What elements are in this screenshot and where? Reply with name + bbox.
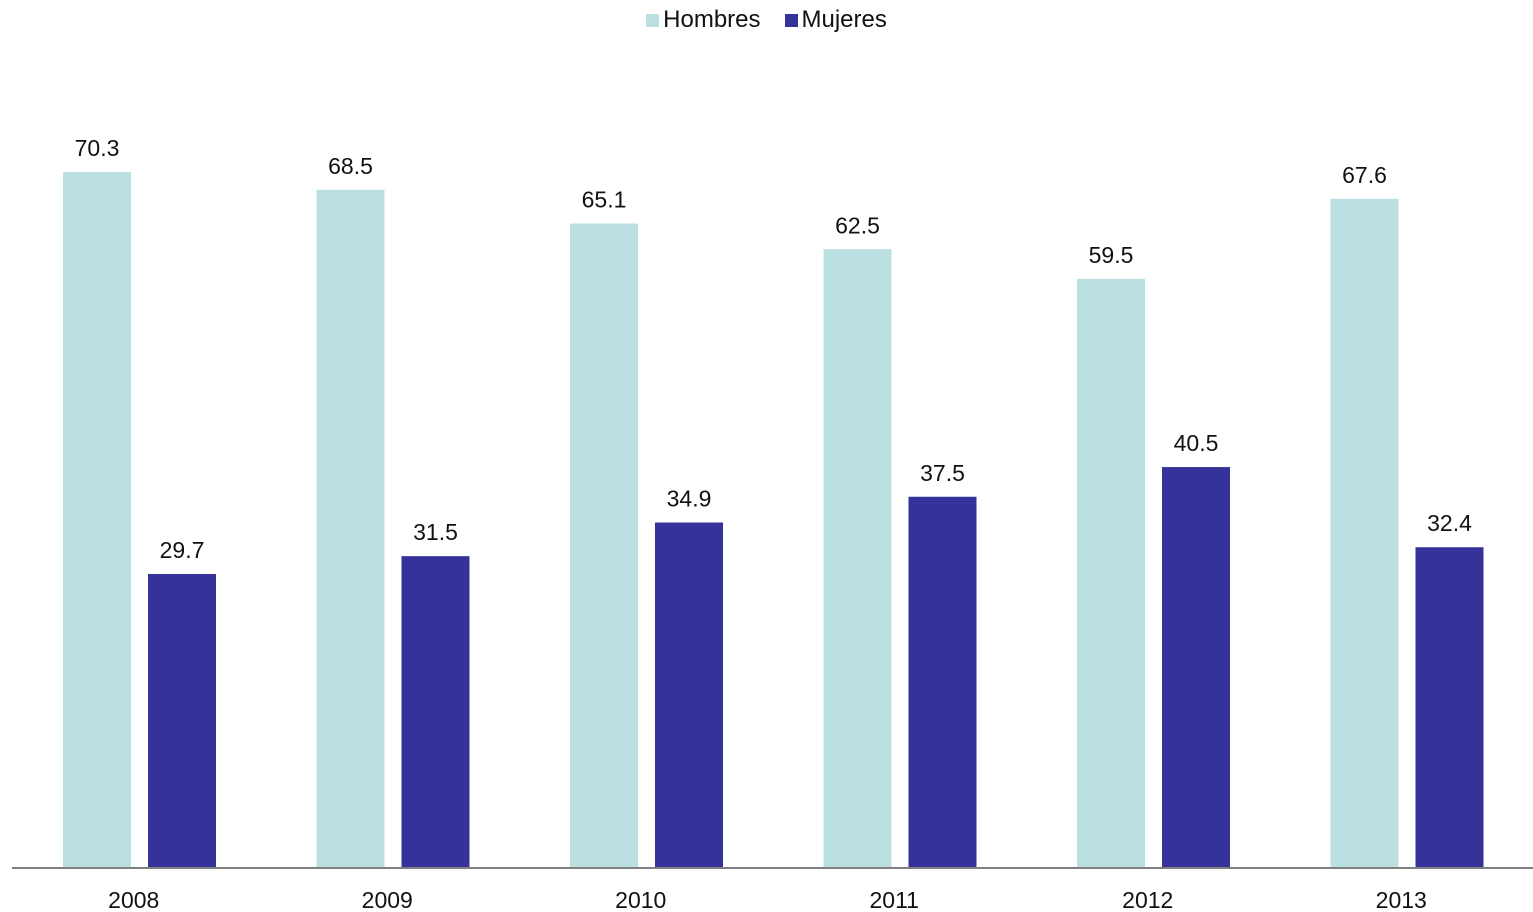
chart-legend: Hombres Mujeres: [0, 6, 1533, 34]
bar-mujeres-2009: [401, 556, 470, 868]
data-label-mujeres-2009: 31.5: [413, 519, 458, 545]
data-label-hombres-2012: 59.5: [1089, 242, 1134, 268]
data-label-mujeres-2012: 40.5: [1174, 430, 1219, 456]
bar-mujeres-2008: [148, 573, 216, 868]
x-tick-label-2013: 2013: [1376, 887, 1427, 912]
bar-mujeres-2013: [1415, 547, 1484, 868]
legend-label-mujeres: Mujeres: [801, 6, 887, 33]
bar-mujeres-2011: [908, 496, 977, 868]
bar-hombres-2010: [570, 223, 638, 868]
data-label-mujeres-2011: 37.5: [920, 460, 965, 486]
legend-swatch-hombres: [646, 13, 660, 27]
data-label-hombres-2011: 62.5: [835, 212, 880, 238]
data-label-hombres-2008: 70.3: [75, 135, 120, 161]
data-label-hombres-2013: 67.6: [1342, 162, 1387, 188]
legend-item-mujeres: Mujeres: [784, 6, 887, 34]
bar-hombres-2011: [823, 249, 892, 868]
legend-label-hombres: Hombres: [663, 6, 761, 33]
bar-hombres-2013: [1330, 198, 1399, 868]
data-label-mujeres-2013: 32.4: [1427, 510, 1472, 536]
x-tick-label-2011: 2011: [870, 887, 919, 912]
data-label-hombres-2010: 65.1: [582, 187, 627, 213]
bar-hombres-2009: [316, 189, 385, 869]
x-tick-label-2012: 2012: [1122, 887, 1173, 912]
bar-hombres-2008: [63, 172, 131, 868]
x-tick-label-2010: 2010: [615, 887, 666, 912]
data-label-mujeres-2008: 29.7: [160, 537, 205, 563]
x-tick-label-2009: 2009: [362, 887, 413, 912]
data-label-hombres-2009: 68.5: [328, 153, 373, 179]
bar-hombres-2012: [1077, 278, 1145, 868]
bar-mujeres-2012: [1162, 467, 1230, 868]
x-tick-label-2008: 2008: [108, 887, 159, 912]
data-label-mujeres-2010: 34.9: [667, 485, 712, 511]
legend-item-hombres: Hombres: [646, 6, 761, 34]
bar-mujeres-2010: [655, 522, 723, 868]
legend-swatch-mujeres: [784, 13, 798, 27]
